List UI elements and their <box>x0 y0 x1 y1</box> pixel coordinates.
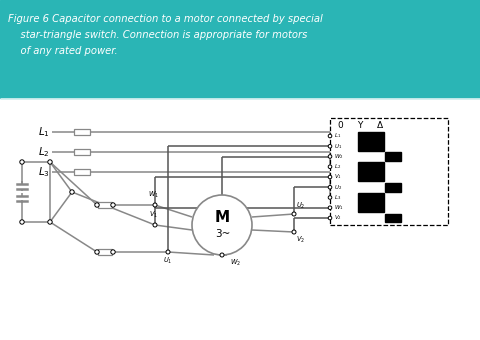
Circle shape <box>328 175 332 179</box>
Bar <box>385 214 401 222</box>
Circle shape <box>220 253 224 257</box>
Circle shape <box>48 160 52 164</box>
Text: $L_1$: $L_1$ <box>38 125 50 139</box>
Text: $W_2$: $W_2$ <box>334 152 344 161</box>
Text: $L_1$: $L_1$ <box>334 132 341 140</box>
Text: $V_1$: $V_1$ <box>149 210 158 220</box>
Circle shape <box>328 185 332 189</box>
Bar <box>358 163 384 181</box>
Bar <box>385 152 401 161</box>
Bar <box>385 183 401 191</box>
Bar <box>358 193 384 212</box>
Circle shape <box>48 220 52 224</box>
Circle shape <box>70 190 74 194</box>
Circle shape <box>192 195 252 255</box>
Circle shape <box>153 223 157 227</box>
Circle shape <box>166 250 170 254</box>
Text: $W_1$: $W_1$ <box>334 203 344 212</box>
Text: $W_1$: $W_1$ <box>148 190 159 200</box>
Bar <box>98 249 112 255</box>
Text: $V_2$: $V_2$ <box>296 235 305 245</box>
Text: $U_2$: $U_2$ <box>334 183 342 192</box>
Circle shape <box>111 203 115 207</box>
Text: $V_1$: $V_1$ <box>334 173 342 182</box>
Text: $L_2$: $L_2$ <box>334 162 341 171</box>
Circle shape <box>292 212 296 216</box>
Circle shape <box>95 250 99 254</box>
Text: $W_2$: $W_2$ <box>230 258 241 268</box>
Bar <box>358 132 384 151</box>
Circle shape <box>95 203 99 207</box>
Text: $U_1$: $U_1$ <box>334 142 342 151</box>
Text: M: M <box>215 209 229 224</box>
Circle shape <box>328 165 332 169</box>
Circle shape <box>292 230 296 234</box>
Text: $L_3$: $L_3$ <box>38 165 50 179</box>
Text: star-triangle switch. Connection is appropriate for motors: star-triangle switch. Connection is appr… <box>8 30 307 40</box>
Bar <box>74 149 90 155</box>
Bar <box>0 0 480 98</box>
Text: Δ: Δ <box>377 120 383 130</box>
Text: Y: Y <box>357 120 363 130</box>
Text: $V_2$: $V_2$ <box>334 214 342 222</box>
Circle shape <box>328 144 332 148</box>
Circle shape <box>111 250 115 254</box>
Text: of any rated power.: of any rated power. <box>8 46 118 56</box>
Bar <box>330 118 448 225</box>
Circle shape <box>20 220 24 224</box>
Circle shape <box>328 196 332 199</box>
Circle shape <box>328 206 332 209</box>
Text: 3~: 3~ <box>216 229 231 239</box>
Circle shape <box>328 216 332 220</box>
Circle shape <box>153 203 157 207</box>
Bar <box>98 202 112 208</box>
Text: $L_3$: $L_3$ <box>334 193 341 202</box>
Text: $U_1$: $U_1$ <box>163 256 173 266</box>
Bar <box>74 169 90 175</box>
Text: 0: 0 <box>337 120 343 130</box>
Text: $U_2$: $U_2$ <box>296 201 305 211</box>
Text: Figure 6 Capacitor connection to a motor connected by special: Figure 6 Capacitor connection to a motor… <box>8 14 323 24</box>
Bar <box>74 129 90 135</box>
Text: $L_2$: $L_2$ <box>38 145 50 159</box>
Circle shape <box>328 155 332 158</box>
Circle shape <box>20 160 24 164</box>
Circle shape <box>328 134 332 138</box>
